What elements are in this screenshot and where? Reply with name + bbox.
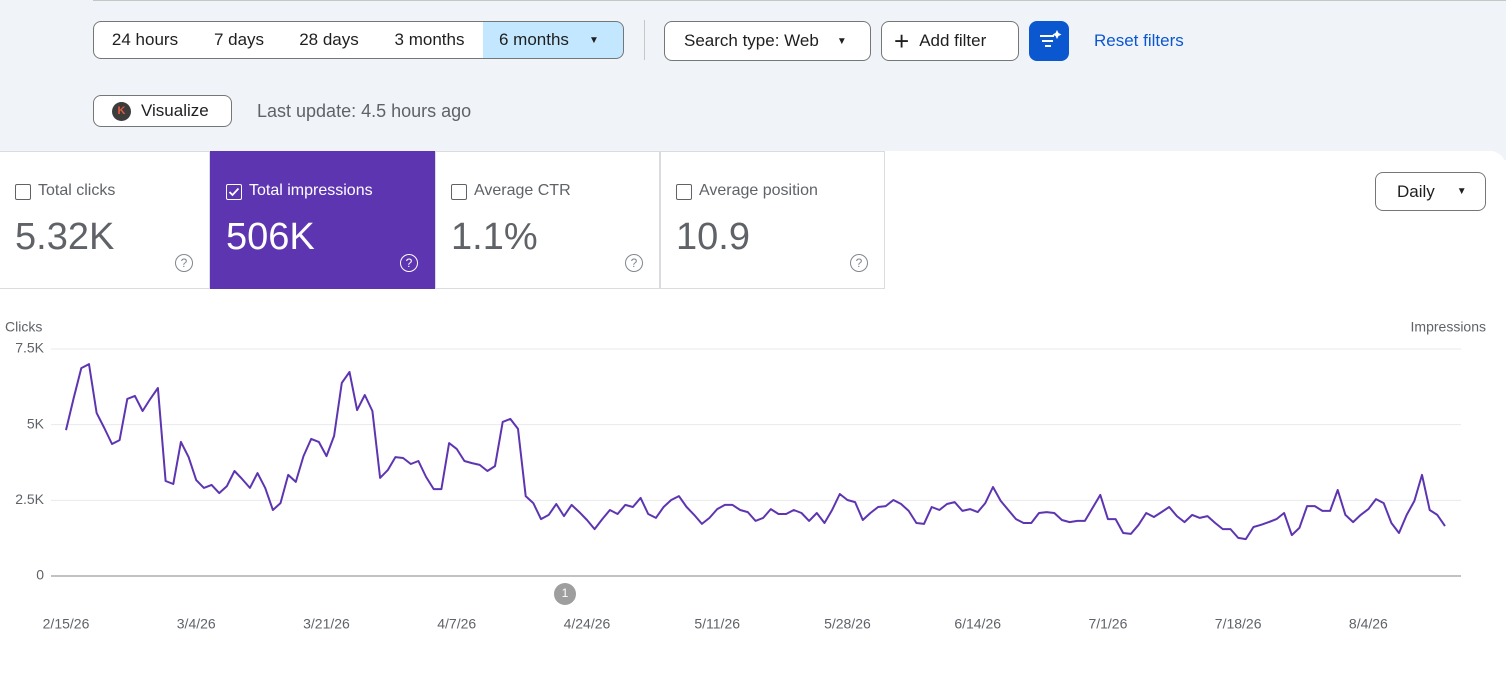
x-tick-label: 3/21/26 — [303, 616, 350, 632]
y-tick-label: 2.5K — [15, 491, 44, 507]
search-type-button[interactable]: Search type: Web ▼ — [664, 21, 871, 61]
y-tick-label: 7.5K — [15, 340, 44, 356]
visualize-icon: K — [112, 101, 131, 121]
range-button[interactable]: 3 months — [376, 21, 484, 59]
checkbox — [226, 184, 242, 200]
help-icon: ? — [625, 254, 643, 272]
y-tick-label: 5K — [27, 415, 45, 431]
annotation-label: 1 — [562, 586, 569, 600]
granularity-label: Daily — [1397, 181, 1435, 201]
checkbox — [451, 184, 467, 200]
check-mark — [228, 187, 240, 197]
filter-icon — [1040, 30, 1062, 47]
range-button-selected[interactable]: 6 months ▼ — [483, 21, 624, 59]
add-filter-button[interactable]: + Add filter — [881, 21, 1019, 61]
impressions-line — [65, 363, 1446, 541]
checkbox — [676, 184, 692, 200]
metric-value: 5.32K — [15, 216, 115, 258]
search-type-label: Search type: Web — [684, 31, 819, 50]
filter-bar: 24 hours 7 days 28 days 3 months 6 month… — [0, 0, 1506, 160]
x-tick-label: 3/4/26 — [177, 616, 216, 632]
reset-filters-link[interactable]: Reset filters — [1094, 31, 1184, 50]
dropdown-arrow: ▼ — [1456, 186, 1467, 197]
dropdown-arrow: ▼ — [836, 35, 847, 47]
y-tick-label: 0 — [36, 567, 44, 583]
x-tick-label: 6/14/26 — [954, 616, 1001, 632]
range-label: 6 months — [499, 30, 569, 49]
y2-axis-label: Impressions — [1411, 319, 1486, 335]
x-tick-label: 5/11/26 — [694, 616, 740, 632]
separator — [644, 20, 645, 60]
range-button[interactable]: 28 days — [282, 21, 377, 59]
help-icon: ? — [400, 254, 418, 272]
x-tick-label: 5/28/26 — [824, 616, 871, 632]
ai-filter-button[interactable] — [1029, 21, 1069, 61]
metric-value: 1.1% — [451, 216, 538, 258]
range-button[interactable]: 7 days — [196, 21, 283, 59]
x-tick-label: 8/4/26 — [1349, 616, 1388, 632]
checkbox — [15, 184, 31, 200]
last-update: Last update: 4.5 hours ago — [257, 101, 472, 121]
metric-label: Total clicks — [38, 182, 116, 199]
help-icon: ? — [175, 254, 193, 272]
metric-card[interactable]: Total impressions 506K? — [210, 151, 435, 289]
metric-value: 10.9 — [676, 216, 750, 258]
divider — [93, 0, 1506, 1]
metric-label: Total impressions — [249, 182, 373, 199]
metric-card[interactable]: Total clicks 5.32K? — [0, 151, 210, 289]
dropdown-arrow: ▼ — [588, 34, 599, 46]
metric-value: 506K — [226, 216, 315, 258]
x-tick-label: 4/24/26 — [564, 616, 611, 632]
plus-icon: + — [894, 26, 910, 56]
x-tick-label: 7/18/26 — [1215, 616, 1262, 632]
metric-card[interactable]: Average position 10.9? — [660, 151, 885, 289]
visualize-button[interactable]: K Visualize — [93, 95, 232, 127]
range-button[interactable]: 24 hours — [93, 21, 197, 59]
metric-label: Average CTR — [474, 182, 571, 199]
metric-card[interactable]: Average CTR 1.1%? — [435, 151, 660, 289]
metric-label: Average position — [699, 182, 818, 199]
annotation-marker[interactable] — [554, 583, 576, 605]
add-filter-label: Add filter — [919, 31, 987, 50]
x-tick-label: 2/15/26 — [43, 616, 90, 632]
x-tick-label: 4/7/26 — [437, 616, 476, 632]
visualize-label: Visualize — [141, 101, 209, 120]
help-icon: ? — [850, 254, 868, 272]
x-tick-label: 7/1/26 — [1088, 616, 1127, 632]
y-axis-label: Clicks — [5, 319, 42, 335]
granularity-dropdown[interactable]: Daily ▼ — [1375, 172, 1486, 211]
